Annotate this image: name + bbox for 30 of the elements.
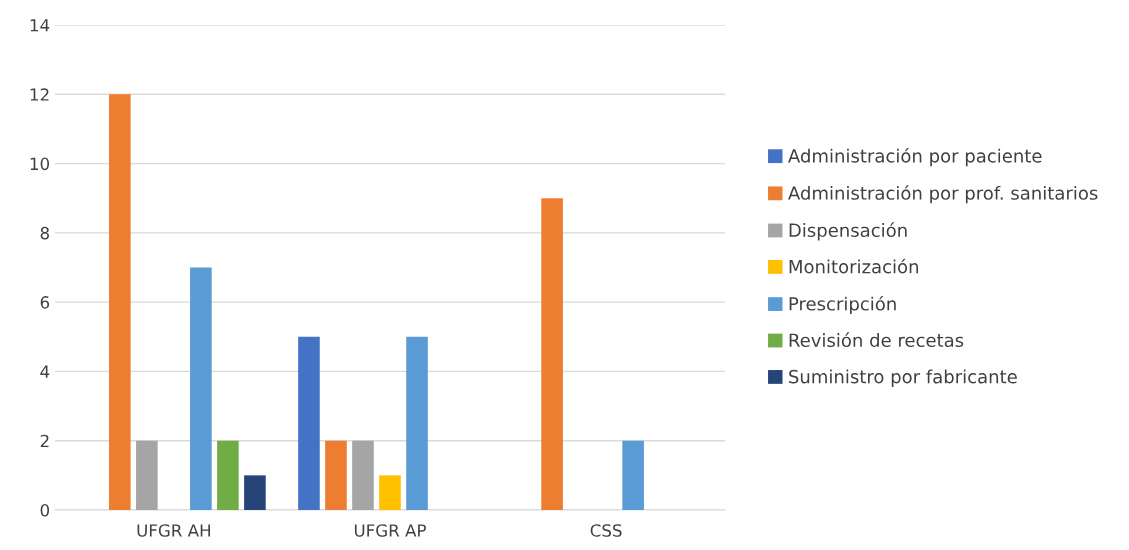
y-tick-label: 6 xyxy=(40,296,50,309)
bar xyxy=(109,94,131,510)
legend-label: Suministro por fabricante xyxy=(789,369,1017,387)
bar xyxy=(190,267,212,510)
bar xyxy=(136,440,158,510)
legend-label: Monitorización xyxy=(789,258,918,274)
bar xyxy=(298,336,320,510)
bar xyxy=(352,440,374,510)
bar xyxy=(541,198,563,510)
y-tick-label: 0 xyxy=(40,503,50,517)
legend-label: Prescripción xyxy=(789,295,896,315)
y-tick-label: 12 xyxy=(30,88,49,101)
x-tick-label: UFGR AH xyxy=(137,524,210,537)
x-tick-label: UFGR AP xyxy=(354,524,426,537)
bar xyxy=(217,440,239,510)
bar xyxy=(325,440,347,510)
y-tick-label: 10 xyxy=(30,157,50,171)
x-tick-label: CSS xyxy=(590,524,622,537)
bar xyxy=(244,475,266,510)
y-tick-label: 8 xyxy=(40,226,49,240)
bar xyxy=(622,440,644,510)
legend-label: Administración por paciente xyxy=(788,148,1042,167)
y-tick-label: 14 xyxy=(30,19,50,32)
bar xyxy=(406,336,428,510)
y-tick-label: 2 xyxy=(40,434,49,448)
legend-label: Administración por prof. sanitarios xyxy=(788,185,1098,204)
bar xyxy=(379,475,401,510)
legend-label: Revisión de recetas xyxy=(789,332,964,348)
legend-label: Dispensación xyxy=(789,222,907,241)
y-tick-label: 4 xyxy=(40,365,50,378)
